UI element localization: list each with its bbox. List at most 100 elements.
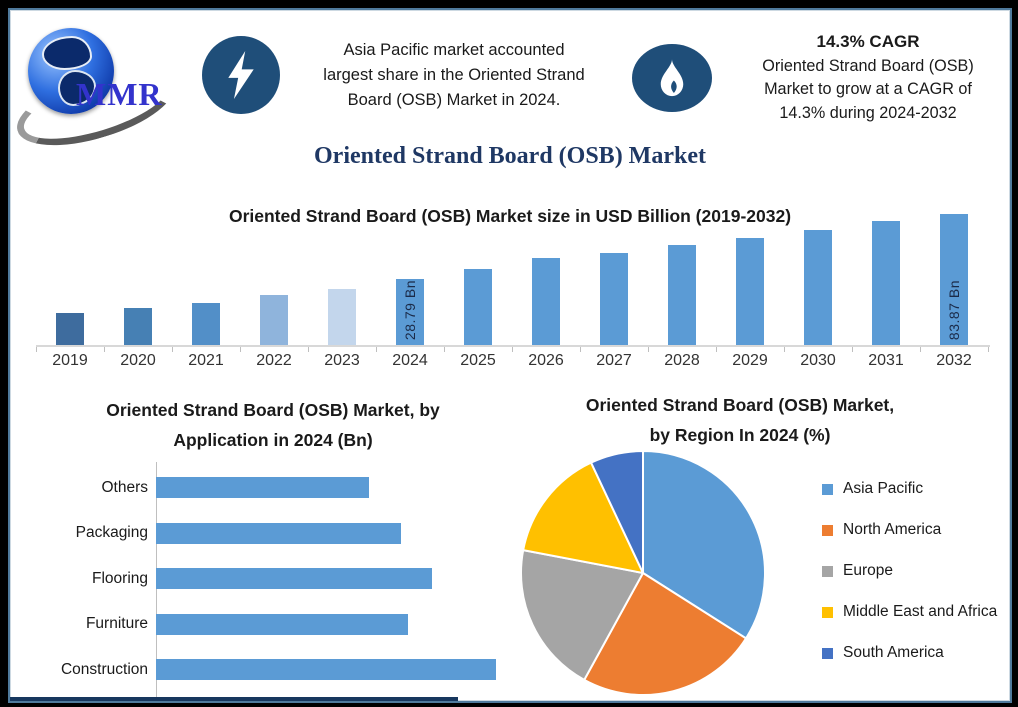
legend-label-north-america: North America [843,521,942,538]
legend-item-north-america: North America [822,517,997,543]
application-bar-chart: Others Packaging Flooring Furniture Construc… [10,465,510,693]
x-axis-labels: 2019 2020 2021 2022 2023 2024 2025 2026 2027 2028… [36,352,988,370]
bar-column-2026 [512,196,580,345]
x-label-2026: 2026 [528,352,564,369]
axis-tick [920,347,921,352]
bar-2027 [600,253,628,345]
x-label-2032: 2032 [936,352,972,369]
axis-tick [36,347,37,352]
bar-column-2023 [308,196,376,345]
cagr-body: Oriented Strand Board (OSB) Market to gr… [762,57,974,122]
bar-column-2019 [36,196,104,345]
axis-tick [716,347,717,352]
application-label-construction: Construction [60,660,148,678]
x-axis-ticks [36,347,990,353]
axis-tick [240,347,241,352]
axis-tick [784,347,785,352]
legend-swatch-europe [822,565,833,577]
bar-column-2020 [104,196,172,345]
application-bar-packaging [156,522,401,544]
bar-2026 [532,258,560,345]
cagr-title: 14.3% CAGR [816,32,920,51]
application-row-flooring: Flooring [10,556,510,602]
bar-column-2027 [580,196,648,345]
lightning-icon [228,51,254,99]
bar-2029 [736,238,764,345]
flame-icon [660,59,684,97]
x-axis-line [36,345,990,347]
flame-badge [632,44,712,112]
axis-tick [172,347,173,352]
legend-label-south-america: South America [843,644,944,661]
x-label-2022: 2022 [256,352,292,369]
bar-2031 [872,221,900,345]
bar-2028 [668,245,696,345]
bar-column-2024: 28.79 Bn [376,196,444,345]
axis-tick [988,347,989,352]
bar-data-label-2032: 83.87 Bn [946,279,962,340]
application-chart-title: Oriented Strand Board (OSB) Market, by A… [106,400,440,450]
application-label-others: Others [101,478,148,496]
pie-slice-europe [520,549,644,681]
axis-tick [648,347,649,352]
bar-column-2031 [852,196,920,345]
application-bar-construction [156,659,496,681]
lightning-badge [202,36,280,114]
bar-2032: 83.87 Bn [940,214,968,345]
legend-swatch-south-america [822,647,833,659]
application-row-construction: Construction [10,647,510,693]
page-title: Oriented Strand Board (OSB) Market [314,143,706,169]
bar-column-2032: 83.87 Bn [920,196,988,345]
bar-column-2025 [444,196,512,345]
x-label-2023: 2023 [324,352,360,369]
axis-tick [512,347,513,352]
legend-swatch-north-america [822,524,833,536]
legend-label-middle-east-and-africa: Middle East and Africa [843,603,998,620]
pie-slice-north-america [583,572,748,696]
legend-item-europe: Europe [822,558,997,584]
axis-tick [852,347,853,352]
market-size-bar-chart: 28.79 Bn 83.87 Bn [36,196,988,345]
application-row-others: Others [10,465,510,511]
legend-swatch-asia-pacific [822,483,833,495]
legend-label-asia-pacific: Asia Pacific [843,480,924,497]
region-chart-title: Oriented Strand Board (OSB) Market, by R… [585,395,895,445]
x-label-2019: 2019 [52,352,88,369]
bar-2021 [192,303,220,345]
bar-column-2022 [240,196,308,345]
market-size-chart-title: Oriented Strand Board (OSB) Market size … [228,206,792,226]
x-label-2020: 2020 [120,352,156,369]
bar-2019 [56,313,84,345]
logo-text: MMR [76,76,163,112]
legend-swatch-middle-east-and-africa [822,606,833,618]
bar-column-2029 [716,196,784,345]
bar-column-2028 [648,196,716,345]
application-bar-others [156,477,369,499]
axis-tick [580,347,581,352]
infographic-frame: MMR Asia Pacific market accounted larges… [8,8,1012,703]
x-label-2030: 2030 [800,352,836,369]
application-label-flooring: Flooring [92,569,148,587]
legend-label-europe: Europe [843,562,893,579]
bar-data-label-2024: 28.79 Bn [402,279,418,340]
bar-2024: 28.79 Bn [396,279,424,345]
legend-item-middle-east-and-africa: Middle East and Africa [822,599,997,625]
legend-item-asia-pacific: Asia Pacific [822,476,997,502]
bar-2030 [804,230,832,345]
bar-column-2030 [784,196,852,345]
axis-tick [444,347,445,352]
bar-2020 [124,308,152,345]
x-label-2027: 2027 [596,352,632,369]
application-row-furniture: Furniture [10,602,510,648]
application-bar-flooring [156,568,432,590]
application-row-packaging: Packaging [10,511,510,557]
x-label-2031: 2031 [868,352,904,369]
pie-slice-south-america [590,450,644,574]
bar-2023 [328,289,356,345]
region-pie-chart [520,450,766,696]
x-label-2028: 2028 [664,352,700,369]
axis-tick [308,347,309,352]
bar-2022 [260,295,288,345]
x-label-2029: 2029 [732,352,768,369]
